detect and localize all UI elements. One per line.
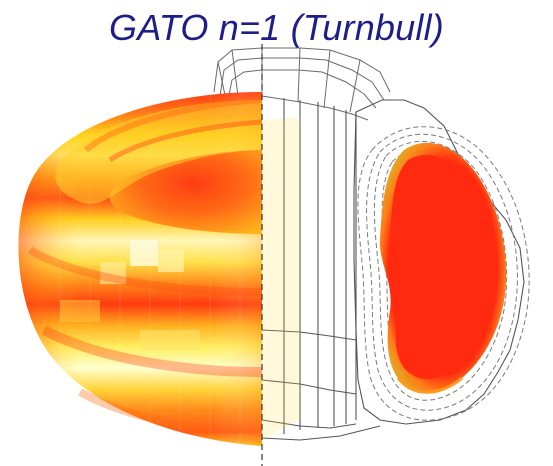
torus-top-rim — [55, 100, 262, 204]
figure-title: GATO n=1 (Turnbull) — [109, 7, 444, 48]
torus-highlights — [60, 240, 200, 350]
plasma-rim — [396, 376, 463, 394]
mesh-wireframe-section — [261, 98, 525, 441]
torus-surface — [18, 92, 262, 446]
plasma-core — [389, 154, 497, 380]
torus-inboard-wall — [262, 118, 300, 440]
plasma-cross-section — [379, 142, 507, 394]
mesh-wireframe-back — [213, 47, 391, 121]
